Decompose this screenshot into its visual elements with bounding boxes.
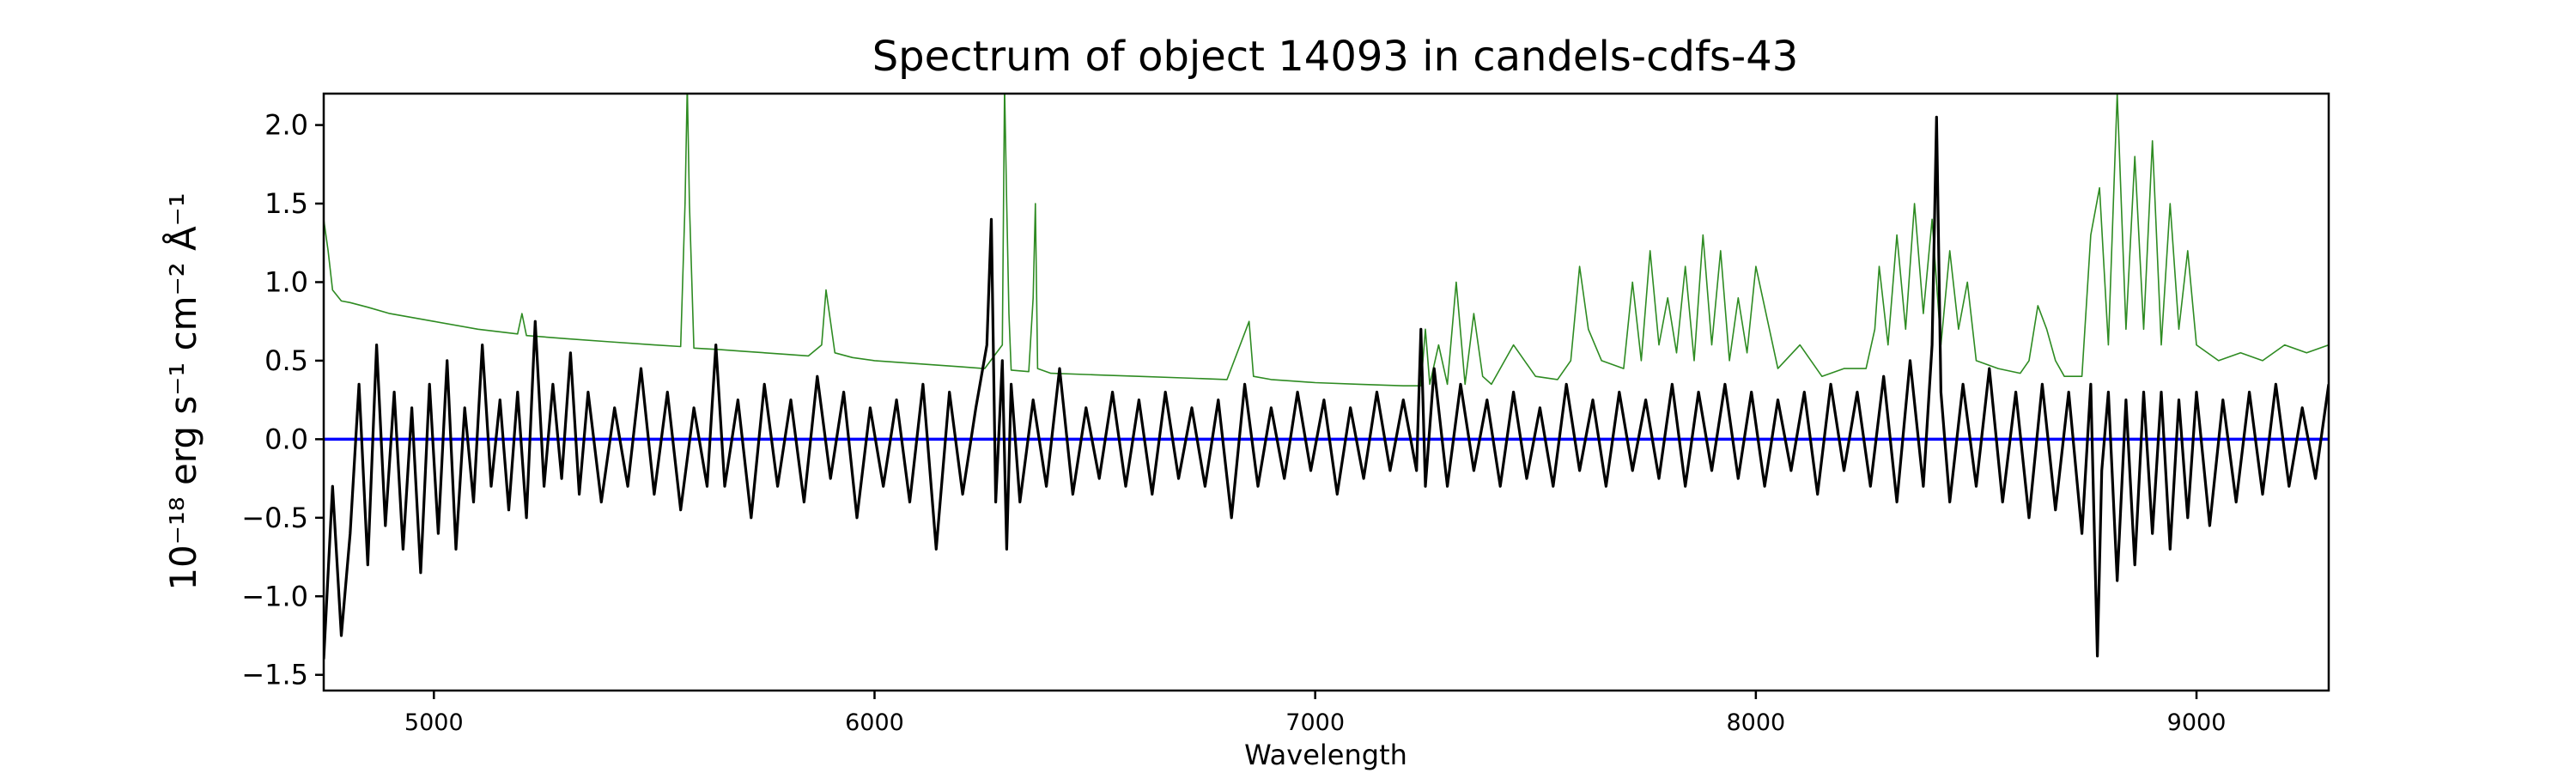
- y-axis-label: 10⁻¹⁸ erg s⁻¹ cm⁻² Å⁻¹: [161, 192, 204, 590]
- y-tick-label: −0.5: [241, 502, 308, 534]
- x-tick-label: 6000: [845, 709, 904, 736]
- x-tick-label: 5000: [404, 709, 464, 736]
- y-tick-label: 2.0: [264, 109, 308, 142]
- y-axis: −1.5 −1.0 −0.5 0.0 0.5 1.0 1.5 2.0: [241, 109, 324, 691]
- x-axis-label: Wavelength: [1244, 739, 1407, 771]
- y-tick-label: 1.0: [264, 265, 308, 298]
- plot-area: [322, 92, 2330, 692]
- chart-title: Spectrum of object 14093 in candels-cdfs…: [872, 33, 1799, 81]
- flux-series-line: [324, 115, 2329, 660]
- y-tick-label: 1.5: [264, 187, 308, 220]
- x-tick-label: 8000: [1726, 709, 1785, 736]
- x-tick-label: 9000: [2167, 709, 2227, 736]
- x-tick-label: 7000: [1285, 709, 1345, 736]
- error-series-line: [324, 94, 2329, 386]
- y-tick-label: 0.5: [264, 344, 308, 377]
- y-tick-label: 0.0: [264, 423, 308, 455]
- axes-frame: [322, 92, 2330, 692]
- series-layer: [324, 94, 2329, 660]
- y-tick-label: −1.5: [241, 659, 308, 691]
- y-tick-label: −1.0: [241, 580, 308, 612]
- x-axis: 5000 6000 7000 8000 9000: [404, 691, 2226, 736]
